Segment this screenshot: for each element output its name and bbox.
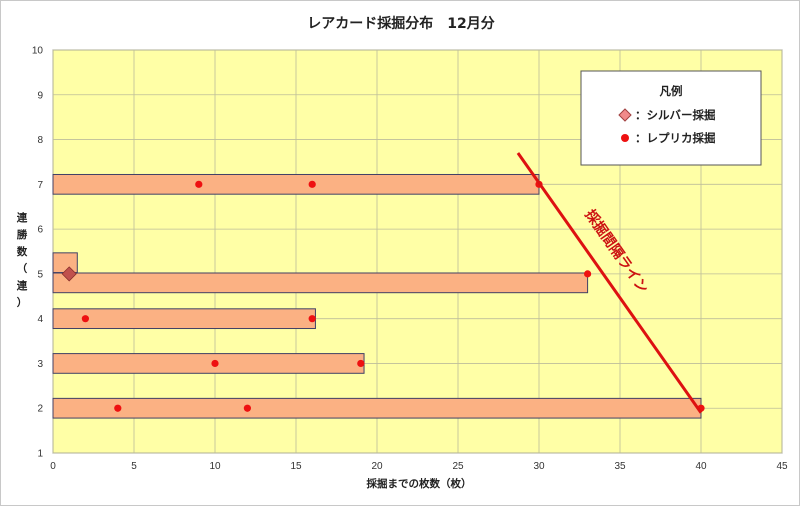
replica-point <box>114 404 122 412</box>
y-axis-label-char: 連 <box>17 211 28 224</box>
y-axis-label-char: ） <box>17 296 28 309</box>
x-tick-label: 20 <box>371 461 383 472</box>
x-tick-label: 25 <box>452 461 464 472</box>
x-tick-label: 0 <box>50 461 56 472</box>
legend-title: 凡例 <box>660 84 683 98</box>
replica-point <box>357 359 365 368</box>
y-tick-label: 7 <box>37 180 43 191</box>
replica-point <box>211 359 219 368</box>
replica-point <box>81 315 89 323</box>
y-tick-label: 5 <box>37 269 43 280</box>
replica-point <box>308 315 316 323</box>
bar <box>52 397 702 419</box>
bar <box>52 308 316 330</box>
legend-label-replica: ：レプリカ採掘 <box>635 131 716 145</box>
replica-point <box>584 270 592 278</box>
legend-marker-replica <box>621 134 629 142</box>
y-axis-label: 連勝数（連） <box>16 211 28 309</box>
points-layer <box>61 180 705 412</box>
x-tick-label: 15 <box>290 461 302 472</box>
x-axis-label: 採掘までの枚数（枚） <box>367 477 472 490</box>
silver-point <box>61 266 77 282</box>
y-tick-label: 10 <box>32 46 44 57</box>
interval-line <box>516 152 703 414</box>
bar <box>52 252 78 274</box>
bar <box>52 173 540 195</box>
legend-marker-silver <box>618 108 632 122</box>
y-axis-label-char: 勝 <box>17 228 28 241</box>
y-tick-label: 2 <box>37 404 43 415</box>
replica-point <box>195 180 203 188</box>
chart-title: レアカード採掘分布 12月分 <box>307 15 494 32</box>
bar <box>52 353 365 374</box>
x-tick-label: 5 <box>131 461 137 472</box>
replica-point <box>308 180 316 188</box>
legend: 凡例 ：シルバー採掘 ：レプリカ採掘 <box>580 70 762 166</box>
y-tick-label: 6 <box>37 225 43 236</box>
x-tick-label: 40 <box>695 461 707 472</box>
y-tick-label: 3 <box>37 359 43 370</box>
y-axis-label-char: （ <box>17 262 28 275</box>
bars-layer <box>52 173 702 419</box>
x-tick-label: 35 <box>614 461 626 472</box>
y-tick-label: 9 <box>37 90 43 101</box>
bar <box>52 272 589 294</box>
x-tick-label: 30 <box>533 461 545 472</box>
y-axis-label-char: 数 <box>16 245 28 258</box>
y-tick-label: 4 <box>37 314 43 325</box>
legend-box <box>580 70 762 166</box>
replica-point <box>243 404 251 412</box>
y-axis-label-char: 連 <box>17 279 28 292</box>
x-tick-label: 10 <box>209 461 221 472</box>
x-tick-label: 45 <box>776 461 788 472</box>
y-tick-label: 8 <box>37 135 43 146</box>
legend-label-silver: ：シルバー採掘 <box>635 108 716 122</box>
y-tick-label: 1 <box>37 449 43 460</box>
